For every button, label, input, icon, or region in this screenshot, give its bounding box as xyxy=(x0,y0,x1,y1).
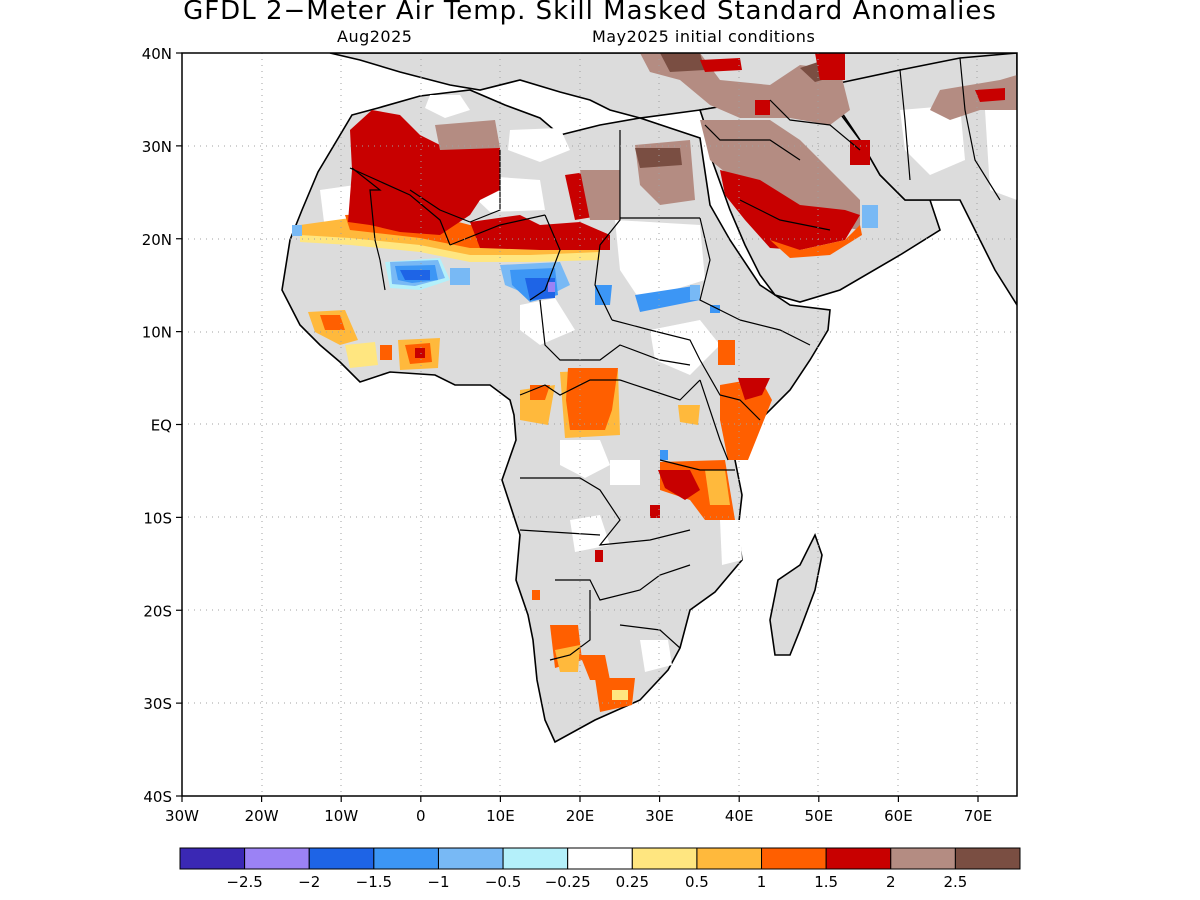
colorbar-label: 0.25 xyxy=(616,873,649,891)
cold-anomalies xyxy=(292,205,878,460)
colorbar-label: 0.5 xyxy=(685,873,709,891)
lon-label: 0 xyxy=(416,807,426,825)
colorbar-label: −1 xyxy=(427,873,449,891)
lon-label: 70E xyxy=(964,807,993,825)
colorbar-label: −0.5 xyxy=(485,873,521,891)
colorbar-swatch xyxy=(244,847,310,870)
colorbar-swatch xyxy=(308,847,375,870)
lon-label: 50E xyxy=(805,807,834,825)
initial-conditions: May2025 initial conditions xyxy=(592,27,816,46)
lon-label: 10E xyxy=(486,807,515,825)
lat-label: 10S xyxy=(143,509,172,527)
lat-label: 20S xyxy=(143,602,172,620)
colorbar-label: 1 xyxy=(757,873,767,891)
lat-label: EQ xyxy=(151,417,172,435)
lat-label: 40S xyxy=(143,788,172,806)
colorbar-swatch xyxy=(437,847,504,870)
colorbar-swatch xyxy=(954,847,1021,870)
colorbar-label: −1.5 xyxy=(356,873,392,891)
lat-label: 30N xyxy=(142,138,172,156)
longitude-axis: 30W 20W 10W 0 10E 20E 30E 40E 50E 60E 70E xyxy=(165,796,992,825)
lon-label: 20W xyxy=(245,807,279,825)
colorbar-swatch xyxy=(179,847,246,870)
lat-label: 20N xyxy=(142,231,172,249)
map-title: GFDL 2−Meter Air Temp. Skill Masked Stan… xyxy=(183,0,997,26)
map-area xyxy=(182,53,1017,796)
lon-label: 20E xyxy=(566,807,595,825)
colorbar-label: −2.5 xyxy=(226,873,262,891)
lon-label: 10W xyxy=(324,807,358,825)
colorbar-swatch xyxy=(567,847,633,870)
colorbar-swatch xyxy=(890,847,956,870)
lat-label: 10N xyxy=(142,324,172,342)
forecast-month: Aug2025 xyxy=(337,27,413,46)
lat-label: 40N xyxy=(142,45,172,63)
latitude-axis: 40N 30N 20N 10N EQ 10S 20S 30S 40S xyxy=(142,45,182,806)
warm-anomalies xyxy=(300,53,1017,712)
colorbar-label: −2 xyxy=(298,873,320,891)
colorbar-swatch xyxy=(631,847,698,870)
colorbar-label: −0.25 xyxy=(545,873,591,891)
lon-label: 30E xyxy=(645,807,674,825)
colorbar-label: 2.5 xyxy=(943,873,967,891)
colorbar-swatch xyxy=(373,847,439,870)
skill-mask xyxy=(320,95,1017,672)
lon-label: 30W xyxy=(165,807,199,825)
colorbar-label: 1.5 xyxy=(814,873,838,891)
lon-label: 40E xyxy=(725,807,754,825)
colorbar-swatch xyxy=(696,847,763,870)
colorbar-swatch xyxy=(502,847,569,870)
colorbar: −2.5 −2 −1.5 −1 −0.5 −0.25 0.25 0.5 1 1.5 2 2.5 xyxy=(179,847,1021,891)
colorbar-swatch xyxy=(825,847,892,870)
colorbar-swatch xyxy=(761,847,827,870)
lat-label: 30S xyxy=(143,695,172,713)
colorbar-label: 2 xyxy=(886,873,896,891)
lon-label: 60E xyxy=(884,807,913,825)
